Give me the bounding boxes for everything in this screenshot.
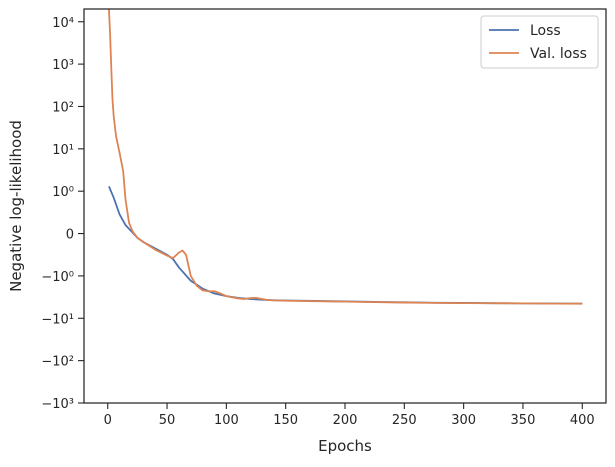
x-tick-label: 300: [451, 413, 476, 428]
plot-area: [84, 9, 606, 403]
series-line-val-loss: [108, 9, 583, 305]
y-tick-label: −10²: [41, 355, 74, 370]
tick-layer: 0 50 100 150 200 250 300 350 400 −10³ −10² −10¹ −10⁰…: [41, 16, 594, 428]
x-tick-label: 400: [570, 413, 595, 428]
x-tick-label: 0: [104, 413, 112, 428]
x-tick-label: 100: [214, 413, 239, 428]
plot-frame: [83, 8, 607, 404]
y-tick-label: 0: [66, 228, 74, 243]
y-tick-label: 10²: [52, 100, 74, 115]
y-tick-label: 10³: [52, 58, 74, 73]
y-axis-label: Negative log-likelihood: [7, 120, 25, 292]
x-tick-label: 50: [159, 413, 176, 428]
x-tick-label: 150: [273, 413, 298, 428]
legend-frame: [480, 15, 599, 69]
series-layer: [108, 9, 583, 305]
x-tick-label: 200: [333, 413, 358, 428]
x-tick-label: 350: [511, 413, 536, 428]
x-axis-label: Epochs: [318, 437, 372, 455]
y-tick-label: 10⁰: [52, 185, 74, 200]
y-tick-label: 10⁴: [52, 16, 74, 31]
legend-label-val-loss: Val. loss: [530, 46, 587, 62]
y-tick-label: −10⁰: [41, 270, 74, 285]
legend: Loss Val. loss: [480, 15, 599, 69]
y-tick-label: 10¹: [52, 143, 74, 158]
y-tick-label: −10³: [41, 397, 74, 412]
legend-label-loss: Loss: [530, 23, 561, 39]
y-tick-label: −10¹: [41, 312, 74, 327]
x-tick-label: 250: [392, 413, 417, 428]
